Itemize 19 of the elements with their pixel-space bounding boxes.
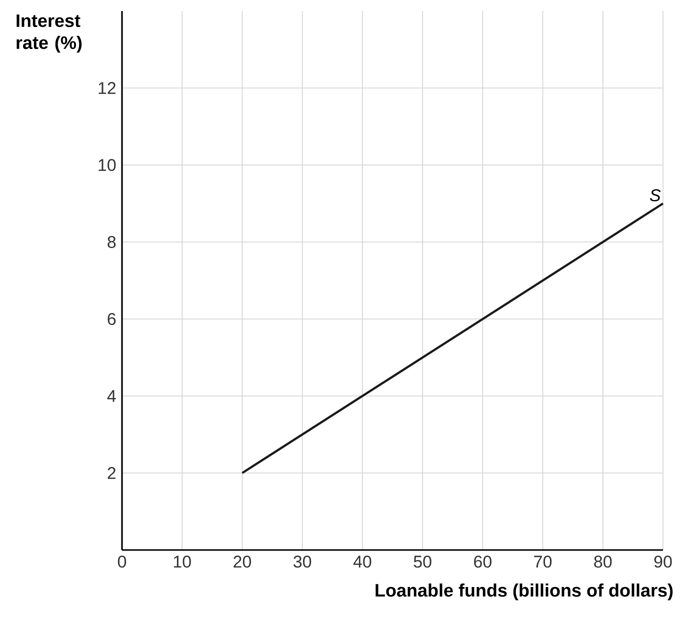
- x-tick-label: 30: [294, 556, 312, 568]
- y-tick-label: 4: [107, 390, 116, 402]
- y-axis-title: Interest rate (%): [16, 14, 82, 53]
- x-tick-label: 60: [474, 556, 492, 568]
- y-tick-label: 12: [98, 82, 116, 94]
- x-axis-title: Loanable funds (billions of dollars): [376, 584, 673, 600]
- y-tick-label: 6: [108, 312, 116, 326]
- x-tick-label: 90: [654, 556, 672, 568]
- x-tick-label: 0: [118, 556, 126, 568]
- x-tick-label: 10: [174, 556, 191, 568]
- series-label: S: [650, 189, 661, 202]
- y-tick-label: 8: [108, 236, 116, 248]
- x-tick-label: 20: [234, 556, 252, 568]
- y-tick-label: 2: [108, 467, 116, 479]
- x-tick-label: 40: [353, 556, 372, 568]
- x-tick-label: 70: [534, 556, 552, 568]
- x-tick-label: 50: [414, 556, 432, 568]
- x-tick-label: 80: [594, 556, 612, 568]
- y-tick-label: 10: [98, 158, 116, 172]
